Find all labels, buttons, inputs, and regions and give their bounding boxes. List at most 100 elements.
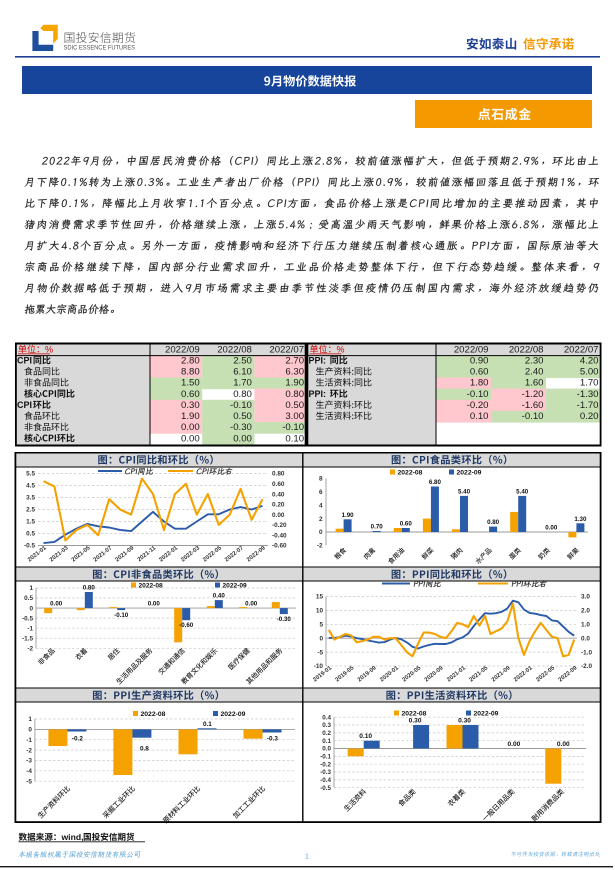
svg-text:2.40: 2.40 <box>525 367 544 378</box>
svg-text:0.80: 0.80 <box>487 519 500 526</box>
svg-text:2022-08: 2022-08 <box>398 469 423 476</box>
svg-text:1.90: 1.90 <box>342 512 355 519</box>
svg-text:0.00: 0.00 <box>245 601 258 608</box>
svg-text:5.5: 5.5 <box>26 471 35 478</box>
svg-text:-0.3: -0.3 <box>320 769 331 776</box>
svg-text:0.1: 0.1 <box>322 738 331 745</box>
svg-text:2022/07: 2022/07 <box>564 344 599 355</box>
svg-text:2.70: 2.70 <box>285 356 304 367</box>
svg-text:5.00: 5.00 <box>580 367 599 378</box>
svg-text:4.5: 4.5 <box>26 483 35 490</box>
svg-text:0.0: 0.0 <box>322 746 331 753</box>
svg-text:%: % <box>45 344 53 354</box>
svg-text:2021-05: 2021-05 <box>71 545 92 563</box>
svg-text:-1.30: -1.30 <box>577 389 599 400</box>
svg-text:-0.2: -0.2 <box>72 736 83 743</box>
svg-text:1.70: 1.70 <box>233 378 252 389</box>
svg-text:2021-11: 2021-11 <box>137 545 158 563</box>
svg-text:0.5: 0.5 <box>26 531 35 538</box>
svg-text:2022-09: 2022-09 <box>457 469 482 476</box>
svg-text:-0.4: -0.4 <box>320 777 331 784</box>
svg-text:0.60: 0.60 <box>272 481 285 488</box>
svg-text:3.00: 3.00 <box>285 411 304 422</box>
svg-text:0.00: 0.00 <box>181 433 200 444</box>
svg-text:2022-09: 2022-09 <box>474 710 499 717</box>
svg-text:-1.60: -1.60 <box>522 400 544 411</box>
svg-text:2022-05: 2022-05 <box>202 545 223 563</box>
svg-text:0.10: 0.10 <box>470 411 489 422</box>
svg-text:2022-03: 2022-03 <box>180 545 201 563</box>
svg-text:1: 1 <box>28 716 32 723</box>
svg-text:6.30: 6.30 <box>285 367 304 378</box>
svg-text:2: 2 <box>319 516 323 523</box>
svg-text:0.60: 0.60 <box>470 367 489 378</box>
svg-text:-0.20: -0.20 <box>467 400 489 411</box>
svg-text:0.80: 0.80 <box>285 389 304 400</box>
svg-text:4: 4 <box>319 502 323 509</box>
svg-text:0.00: 0.00 <box>233 433 252 444</box>
svg-text:2022-01: 2022-01 <box>158 545 179 563</box>
svg-text:-2.0: -2.0 <box>581 663 592 670</box>
svg-text:-1: -1 <box>26 737 32 744</box>
svg-text:-0.60: -0.60 <box>179 622 194 629</box>
svg-text:1.90: 1.90 <box>181 411 200 422</box>
svg-text:2022-09: 2022-09 <box>246 545 267 563</box>
svg-text:-0.20: -0.20 <box>272 522 287 529</box>
svg-text:0.80: 0.80 <box>233 389 252 400</box>
svg-text:-2: -2 <box>26 747 32 754</box>
svg-text:0.8: 0.8 <box>140 746 149 753</box>
svg-text:0: 0 <box>319 529 323 536</box>
svg-text:2022-05: 2022-05 <box>535 665 556 683</box>
svg-text:2022/08: 2022/08 <box>509 344 544 355</box>
svg-text:1.30: 1.30 <box>574 516 587 523</box>
svg-text:CPI: CPI <box>17 400 32 410</box>
svg-text:-1.0: -1.0 <box>581 649 592 656</box>
svg-text:0.0: 0.0 <box>581 635 590 642</box>
svg-text:-0.5: -0.5 <box>22 615 33 622</box>
svg-text:2021-01: 2021-01 <box>446 665 467 683</box>
svg-text:0.00: 0.00 <box>181 422 200 433</box>
svg-text:3.0: 3.0 <box>581 594 590 601</box>
svg-text:2021-07: 2021-07 <box>93 545 114 563</box>
svg-text:0.00: 0.00 <box>545 525 558 532</box>
svg-text:-0.40: -0.40 <box>272 532 287 539</box>
svg-text:PPI:: PPI: <box>309 389 327 399</box>
svg-text:2.0: 2.0 <box>581 608 590 615</box>
svg-text:3.5: 3.5 <box>26 495 35 502</box>
svg-text:0.50: 0.50 <box>233 411 252 422</box>
svg-text:5.40: 5.40 <box>516 488 529 495</box>
svg-text:-5: -5 <box>317 649 323 656</box>
svg-text:2022/07: 2022/07 <box>269 344 304 355</box>
svg-text:1.60: 1.60 <box>525 378 544 389</box>
svg-text:2021-05: 2021-05 <box>468 665 489 683</box>
svg-text:-0.5: -0.5 <box>24 543 35 550</box>
svg-text:-0.1: -0.1 <box>320 754 331 761</box>
svg-text:wind,: wind, <box>61 832 84 842</box>
svg-text:0: 0 <box>28 727 32 734</box>
svg-text:0.60: 0.60 <box>181 389 200 400</box>
svg-text:-3: -3 <box>26 758 32 765</box>
svg-text:2021-03: 2021-03 <box>49 545 70 563</box>
svg-text:4.20: 4.20 <box>580 356 599 367</box>
svg-text:2.5: 2.5 <box>26 507 35 514</box>
svg-text:0.00: 0.00 <box>50 601 63 608</box>
svg-text:-1.5: -1.5 <box>22 636 33 643</box>
svg-text:0.10: 0.10 <box>359 733 372 740</box>
svg-text:5: 5 <box>319 622 323 629</box>
svg-text:2022-08: 2022-08 <box>402 710 427 717</box>
svg-text:2019-05: 2019-05 <box>335 665 356 683</box>
svg-text:15: 15 <box>316 594 324 601</box>
svg-text:0.60: 0.60 <box>400 521 413 528</box>
svg-text:0.00: 0.00 <box>148 601 161 608</box>
svg-text:0.00: 0.00 <box>272 512 285 519</box>
svg-text:2.80: 2.80 <box>181 356 200 367</box>
svg-text:0.40: 0.40 <box>213 593 226 600</box>
svg-text:2.50: 2.50 <box>233 356 252 367</box>
svg-text:2022-07: 2022-07 <box>224 545 245 563</box>
svg-text:0.00: 0.00 <box>557 741 570 748</box>
svg-text:0.00: 0.00 <box>507 741 520 748</box>
svg-text:2022-09: 2022-09 <box>223 582 248 589</box>
svg-text:0: 0 <box>319 635 323 642</box>
svg-text:0.90: 0.90 <box>470 356 489 367</box>
svg-text:0.20: 0.20 <box>580 411 599 422</box>
